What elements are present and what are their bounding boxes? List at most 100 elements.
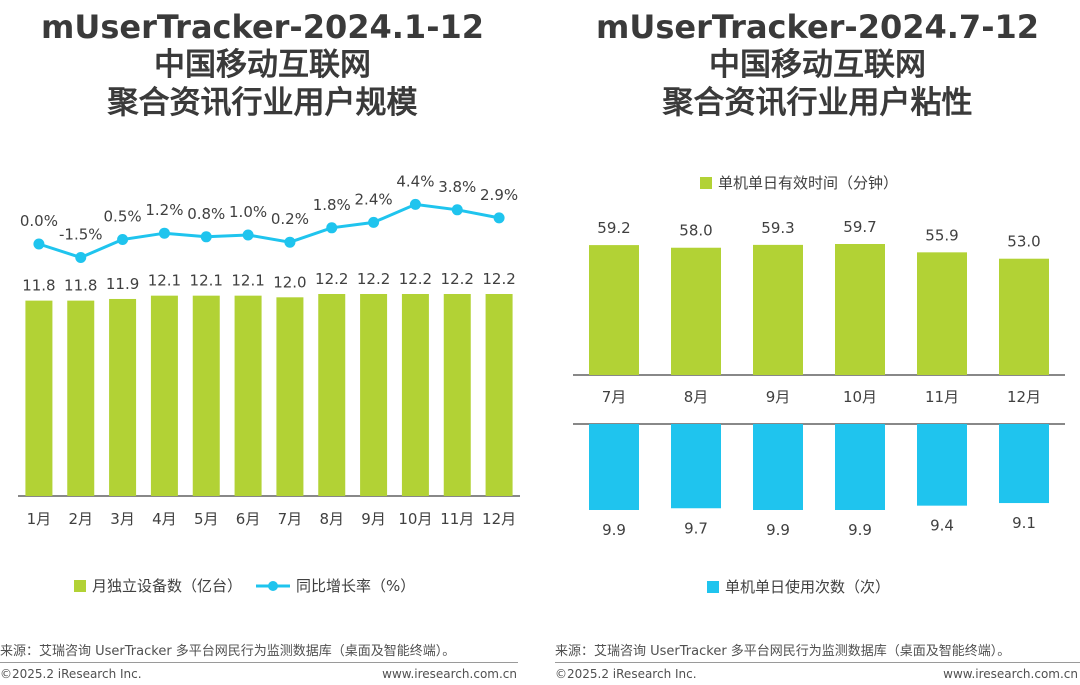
bar-daily-count: [917, 424, 967, 506]
x-tick-label: 7月: [602, 388, 627, 406]
daily-time-label: 58.0: [679, 222, 712, 240]
x-tick-label: 11月: [440, 510, 474, 528]
bar-value-label: 12.2: [441, 270, 474, 288]
bar-daily-count: [999, 424, 1049, 504]
legend-bar-label: 月独立设备数（亿台）: [92, 577, 243, 595]
growth-rate-point: [242, 229, 254, 241]
bar-daily-time: [589, 245, 639, 375]
x-tick-label: 7月: [278, 510, 303, 528]
legend-bar-swatch: [74, 579, 86, 592]
right-panel: mUserTracker-2024.7-12 中国移动互联网 聚合资讯行业用户粘…: [555, 0, 1080, 685]
bar-device-count: [401, 294, 429, 496]
growth-rate-point: [284, 236, 296, 248]
x-tick-label: 12月: [1007, 388, 1041, 406]
growth-rate-label: 0.2%: [271, 210, 309, 228]
x-tick-label: 11月: [925, 388, 959, 406]
left-chart-title: mUserTracker-2024.1-12 中国移动互联网 聚合资讯行业用户规…: [0, 8, 525, 122]
legend-time-swatch: [700, 176, 712, 189]
bar-value-label: 12.0: [273, 273, 306, 291]
bar-value-label: 12.1: [190, 272, 223, 290]
legend-count-swatch: [707, 580, 719, 593]
bar-daily-time: [671, 247, 721, 375]
daily-time-label: 59.2: [597, 219, 630, 237]
x-tick-label: 8月: [319, 510, 344, 528]
daily-time-label: 59.7: [843, 218, 876, 236]
bar-daily-time: [835, 244, 885, 375]
growth-rate-label: -1.5%: [59, 226, 103, 244]
bar-value-label: 12.2: [357, 270, 390, 288]
x-tick-label: 2月: [68, 510, 93, 528]
bar-value-label: 12.1: [148, 272, 181, 290]
growth-rate-point: [117, 234, 129, 245]
left-chart-svg: 11.8 1月 11.8 2月 11.9 3月 12.1 4月 12.1 5月 12.1 6月 12.0…: [18, 172, 520, 528]
right-title-line-3: 聚合资讯行业用户粘性: [662, 85, 973, 121]
left-title-line-2: 中国移动互联网: [154, 47, 371, 83]
x-tick-label: 10月: [843, 388, 877, 406]
growth-rate-point: [493, 212, 505, 224]
right-title-line-2: 中国移动互联网: [709, 47, 926, 83]
bar-daily-time: [753, 244, 803, 375]
bar-device-count: [150, 295, 178, 496]
bar-daily-count: [671, 424, 721, 509]
growth-rate-point: [326, 222, 338, 234]
left-site: www.iresearch.com.cn: [382, 667, 517, 681]
right-top-legend: 单机单日有效时间（分钟）: [700, 172, 898, 193]
x-tick-label: 8月: [684, 388, 709, 406]
x-tick-label: 10月: [398, 510, 432, 528]
left-panel: mUserTracker-2024.1-12 中国移动互联网 聚合资讯行业用户规…: [0, 0, 525, 685]
growth-rate-label: 0.0%: [20, 212, 58, 230]
daily-count-label: 9.7: [684, 519, 708, 537]
legend-time-label: 单机单日有效时间（分钟）: [718, 174, 899, 192]
bar-daily-time: [917, 252, 967, 375]
x-tick-label: 1月: [27, 510, 52, 528]
growth-rate-point: [200, 231, 212, 243]
bar-daily-count: [835, 424, 885, 510]
right-chart-svg: 59.2 7月 9.9 58.0 8月 9.7 59.3 9月 9.9 59.7 10月 9.9 55.…: [573, 218, 1065, 539]
growth-rate-point: [368, 216, 380, 228]
bar-value-label: 11.8: [64, 277, 97, 295]
growth-rate-line: [38, 202, 500, 260]
bar-daily-count: [589, 424, 639, 510]
growth-rate-point: [33, 238, 45, 250]
bar-value-label: 12.1: [231, 272, 264, 290]
bar-device-count: [276, 297, 304, 496]
bar-device-count: [192, 295, 220, 496]
x-tick-label: 12月: [482, 510, 516, 528]
legend-line-swatch: [256, 580, 291, 592]
left-title-line-1: mUserTracker-2024.1-12: [41, 8, 484, 46]
growth-rate-label: 2.9%: [480, 186, 518, 204]
bar-device-count: [109, 298, 137, 496]
bar-device-count: [234, 295, 262, 496]
bar-value-label: 12.2: [315, 270, 348, 288]
daily-count-label: 9.4: [930, 517, 954, 535]
right-source-note: 来源：艾瑞咨询 UserTracker 多平台网民行为监测数据库（桌面及智能终端…: [555, 644, 1011, 659]
bar-device-count: [485, 294, 513, 496]
daily-time-label: 55.9: [925, 226, 958, 244]
growth-rate-label: 1.0%: [229, 203, 267, 221]
growth-rate-label: 1.8%: [313, 196, 351, 214]
growth-rate-label: 3.8%: [438, 178, 476, 196]
growth-rate-label: 2.4%: [355, 190, 393, 208]
right-chart-title: mUserTracker-2024.7-12 中国移动互联网 聚合资讯行业用户粘…: [555, 8, 1080, 122]
bar-value-label: 12.2: [399, 270, 432, 288]
left-source-note: 来源：艾瑞咨询 UserTracker 多平台网民行为监测数据库（桌面及智能终端…: [0, 644, 456, 659]
growth-rate-point: [409, 198, 421, 210]
right-title-line-1: mUserTracker-2024.7-12: [596, 8, 1039, 46]
x-tick-label: 6月: [236, 510, 261, 528]
left-legend: 月独立设备数（亿台） 同比增长率（%）: [74, 575, 415, 596]
daily-count-label: 9.9: [766, 521, 790, 539]
growth-rate-point: [75, 252, 87, 263]
legend-line-label: 同比增长率（%）: [296, 577, 416, 595]
bar-daily-count: [753, 424, 803, 510]
growth-rate-label: 0.5%: [104, 208, 142, 226]
right-footer-divider: [555, 662, 1080, 663]
daily-time-label: 53.0: [1007, 233, 1040, 251]
bar-value-label: 11.9: [106, 275, 139, 293]
left-footer-divider: [0, 662, 518, 663]
bar-value-label: 11.8: [22, 277, 55, 295]
bar-device-count: [443, 294, 471, 496]
bar-device-count: [25, 300, 53, 496]
right-copyright: ©2025.2 iResearch Inc.: [555, 667, 697, 681]
bar-device-count: [318, 294, 346, 496]
left-title-line-3: 聚合资讯行业用户规模: [107, 85, 418, 121]
